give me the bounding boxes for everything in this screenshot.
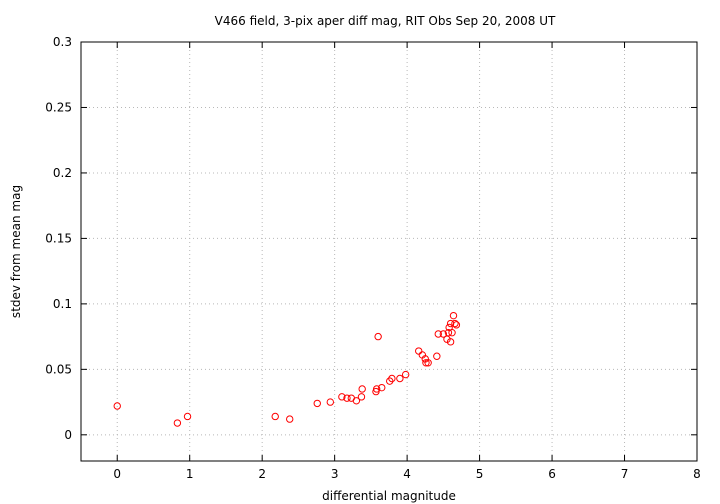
x-tick-label: 4: [403, 467, 411, 481]
data-point: [352, 397, 361, 405]
data-point: [449, 311, 458, 320]
data-point: [113, 402, 121, 410]
data-point: [357, 393, 366, 401]
x-tick-label: 8: [693, 467, 701, 481]
grid-lines: [81, 42, 697, 461]
data-point: [451, 319, 459, 328]
y-tick-label: 0.1: [53, 297, 72, 311]
data-point: [271, 412, 279, 421]
data-point: [374, 332, 382, 341]
x-tick-label: 7: [621, 467, 629, 481]
data-point: [313, 399, 321, 408]
data-point: [444, 328, 453, 337]
data-point: [415, 347, 423, 355]
data-points: [113, 311, 461, 427]
data-point: [422, 359, 430, 367]
data-point: [446, 338, 455, 346]
data-point: [433, 352, 441, 360]
data-point: [338, 393, 346, 401]
data-point: [424, 359, 432, 367]
x-tick-label: 0: [113, 467, 121, 481]
data-point: [183, 412, 192, 421]
data-point: [388, 374, 396, 383]
data-point: [358, 385, 366, 393]
x-tick-label: 6: [548, 467, 556, 481]
y-tick-label: 0.25: [45, 100, 72, 114]
data-point: [448, 328, 456, 337]
x-tick-label: 5: [476, 467, 484, 481]
x-axis-label: differential magnitude: [322, 489, 456, 503]
data-point: [401, 370, 410, 379]
plot-frame: [80, 41, 698, 462]
chart-title: V466 field, 3-pix aper diff mag, RIT Obs…: [215, 14, 556, 28]
x-tick-label: 3: [331, 467, 339, 481]
data-point: [396, 374, 404, 383]
data-point: [173, 419, 182, 427]
y-axis-label: stdev from mean mag: [9, 185, 23, 318]
data-point: [326, 398, 334, 406]
y-tick-label: 0.3: [53, 35, 72, 49]
data-point: [434, 330, 442, 338]
axis-ticks: 0 1 2 3 4 5 6 7 8 0 0.05 0.1 0.15 0.2 0.25 0.3: [45, 35, 701, 481]
data-point: [439, 330, 448, 338]
y-tick-label: 0: [64, 428, 72, 442]
data-point: [372, 385, 381, 393]
data-point: [286, 415, 294, 423]
data-point: [452, 321, 461, 329]
data-point: [378, 383, 386, 392]
y-tick-label: 0.05: [45, 362, 72, 376]
y-tick-label: 0.2: [53, 166, 72, 180]
y-tick-label: 0.15: [45, 231, 72, 245]
x-tick-label: 2: [258, 467, 266, 481]
data-point: [343, 394, 351, 402]
x-tick-label: 1: [186, 467, 194, 481]
